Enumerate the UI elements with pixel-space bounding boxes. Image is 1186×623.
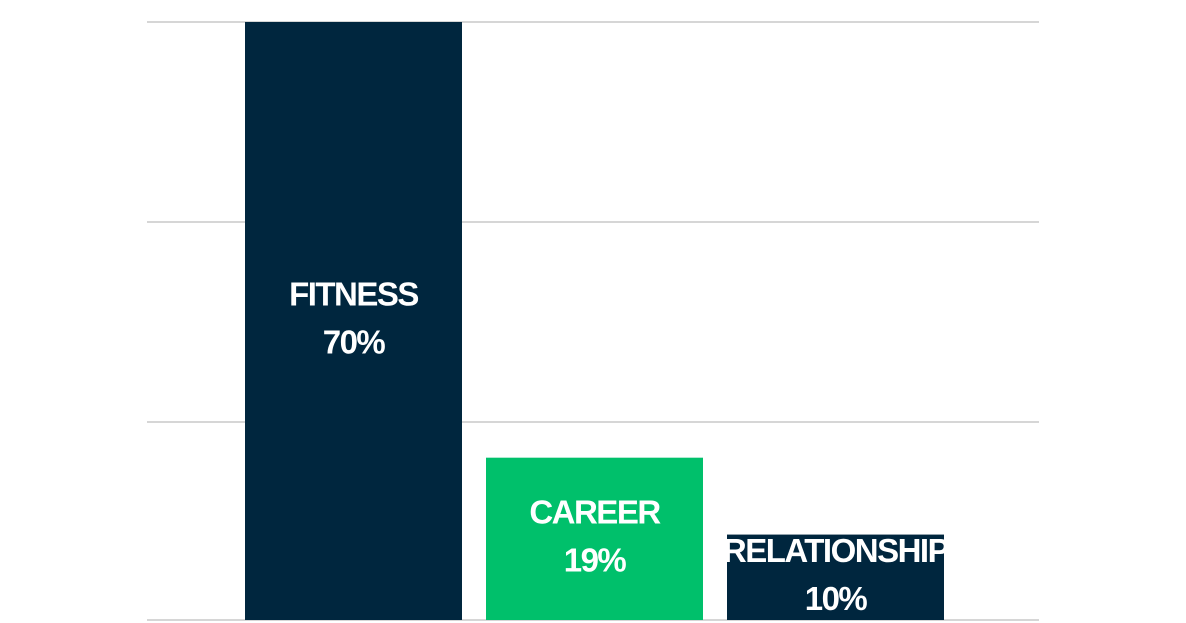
bar	[727, 534, 944, 620]
bar	[486, 457, 703, 620]
bar-value-label: 10%	[805, 580, 868, 617]
bar-category-label: CAREER	[529, 494, 661, 531]
bar-value-label: 19%	[564, 542, 627, 579]
bar-category-label: RELATIONSHIP	[723, 532, 949, 569]
bar-category-label: FITNESS	[289, 276, 418, 313]
bar	[245, 22, 462, 620]
bar-value-label: 70%	[323, 324, 386, 361]
